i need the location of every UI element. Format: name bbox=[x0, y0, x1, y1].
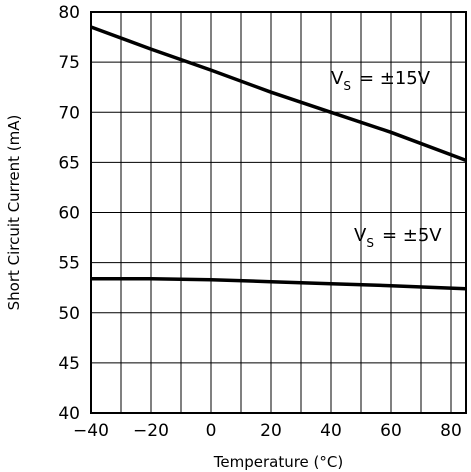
y-axis-label: Short Circuit Current (mA) bbox=[5, 115, 23, 311]
series-line-1 bbox=[91, 276, 467, 291]
x-tick-label: −40 bbox=[73, 421, 109, 441]
y-tick-label: 55 bbox=[58, 254, 80, 274]
x-tick-label: 20 bbox=[260, 421, 282, 441]
y-tick-label: 40 bbox=[58, 404, 80, 424]
x-tick-label: 0 bbox=[206, 421, 217, 441]
series-line-0 bbox=[90, 25, 467, 163]
series-label-0: VS = ±15V bbox=[331, 68, 431, 93]
x-axis-label: Temperature (°C) bbox=[213, 453, 343, 471]
y-tick-label: 80 bbox=[58, 3, 80, 23]
x-tick-label: 40 bbox=[320, 421, 342, 441]
tick-labels: 40 45 50 55 60 65 70 75 80 −40 −20 0 20 40 60 80 bbox=[58, 3, 461, 441]
y-tick-label: 60 bbox=[58, 204, 80, 224]
x-tick-label: −20 bbox=[133, 421, 169, 441]
series-layer bbox=[90, 25, 467, 291]
grid bbox=[91, 12, 466, 413]
y-tick-label: 45 bbox=[58, 354, 80, 374]
y-tick-label: 65 bbox=[58, 153, 80, 173]
plot-frame bbox=[90, 11, 467, 414]
y-tick-label: 50 bbox=[58, 304, 80, 324]
series-annotations: VS = ±15V VS = ±5V bbox=[331, 68, 442, 250]
x-tick-label: 80 bbox=[440, 421, 462, 441]
x-tick-label: 60 bbox=[380, 421, 402, 441]
series-label-1: VS = ±5V bbox=[354, 225, 442, 250]
y-tick-label: 70 bbox=[58, 103, 80, 123]
y-tick-label: 75 bbox=[58, 53, 80, 73]
